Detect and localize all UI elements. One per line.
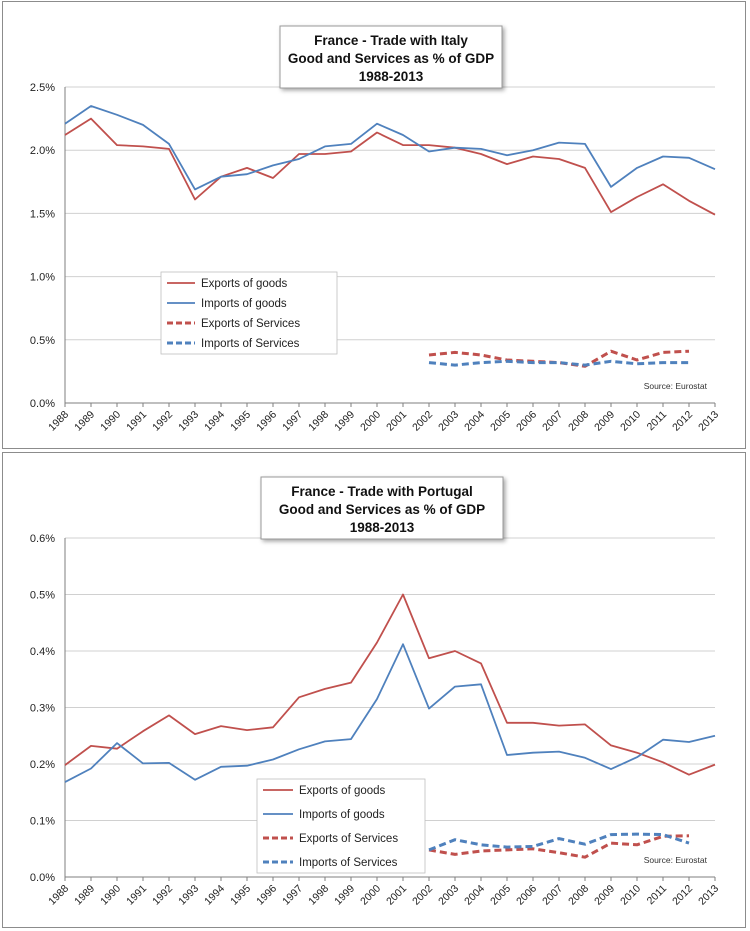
title-box [279,25,503,89]
x-tick-label: 2005 [488,883,513,908]
x-tick-label: 1989 [72,409,97,434]
legend-box [256,778,426,874]
series-line-imports-of-goods [64,105,716,191]
x-tick-label: 2008 [566,409,591,434]
x-tick-label: 2002 [410,409,435,434]
x-tick-label: 1996 [254,883,279,908]
x-tick-label: 1995 [228,409,253,434]
x-tick-label: 2004 [462,409,487,434]
y-tick-label: 0.4% [30,646,55,658]
series-line-exports-of-goods [64,117,716,216]
legend: Exports of goods Imports of goods Exports … [256,778,426,874]
x-tick-label: 2011 [645,883,670,908]
x-tick-label: 1994 [202,409,227,434]
x-tick-label: 2011 [645,409,670,434]
legend-box [160,271,338,355]
x-tick-label: 1999 [332,409,357,434]
x-tick-label: 1996 [254,409,279,434]
source-note: Source: Eurostat [644,381,708,391]
x-tick-label: 2010 [618,409,643,434]
x-tick-label: 2009 [592,883,617,908]
x-tick-label: 1989 [72,883,97,908]
y-tick-label: 0.0% [30,398,55,410]
x-tick-label: 2008 [566,883,591,908]
x-tick-label: 1992 [150,409,175,434]
legend-label: Exports of Services [201,318,300,330]
x-tick-label: 2003 [436,883,461,908]
y-tick-label: 0.6% [30,533,55,545]
y-tick-label: 1.0% [30,272,55,284]
legend-label: Imports of goods [201,298,287,310]
x-tick-label: 1993 [176,409,201,434]
series-line-imports-of-goods [64,643,716,783]
chart-title-line-2: Good and Services as % of GDP [279,502,485,517]
x-tick-label: 1988 [46,883,71,908]
x-tick-label: 2006 [514,883,539,908]
x-tick-label: 2006 [514,409,539,434]
x-tick-label: 1995 [228,883,253,908]
legend-label: Imports of Services [299,857,398,869]
title-box [260,476,504,540]
chart-title-line-2: Good and Services as % of GDP [288,51,494,66]
x-tick-label: 2001 [384,883,409,908]
x-tick-label: 2001 [384,409,409,434]
chart-italy: 0.0%0.5%1.0%1.5%2.0%2.5% 1988 1989 1990 199… [30,25,721,434]
x-tick-label: 2000 [358,409,383,434]
x-tick-label: 2007 [540,883,565,908]
chart-portugal: 0.0%0.1%0.2%0.3%0.4%0.5%0.6% 1988 1989 199… [30,476,721,908]
y-tick-label: 0.3% [30,703,55,715]
x-tick-label: 1998 [306,883,331,908]
legend-label: Imports of goods [299,809,385,821]
y-tick-label: 2.0% [30,145,55,157]
legend-label: Exports of Services [299,833,398,845]
x-tick-label: 1990 [98,883,123,908]
x-tick-label: 2007 [540,409,565,434]
chart-title-line-1: France - Trade with Italy [314,33,468,48]
source-note: Source: Eurostat [644,855,708,865]
legend-label: Imports of Services [201,338,300,350]
chart-title-line-1: France - Trade with Portugal [291,484,473,499]
y-tick-label: 0.5% [30,590,55,602]
x-tick-label: 2012 [670,409,695,434]
series-line-imports-of-services [428,359,689,367]
series-line-imports-of-services [428,832,690,852]
legend-label: Exports of goods [201,278,288,290]
y-tick-label: 0.0% [30,872,55,884]
x-tick-label: 1998 [306,409,331,434]
x-tick-label: 2012 [670,883,695,908]
x-tick-label: 2005 [488,409,513,434]
x-tick-label: 1997 [280,409,305,434]
x-tick-label: 2013 [696,883,721,908]
y-tick-label: 1.5% [30,208,55,220]
x-tick-label: 2004 [462,883,487,908]
chart-panel-portugal: 0.0% 0.1% 0.2% 0.3% 0.4% 0.5% 0.6% 1988 1989 199… [2,452,746,928]
x-tick-label: 1992 [150,883,175,908]
y-tick-label: 0.1% [30,816,55,828]
x-tick-label: 2002 [410,883,435,908]
x-tick-label: 1990 [98,409,123,434]
x-tick-label: 1993 [176,883,201,908]
chart-panel-italy: 0.0% 0.5% 1.0% 1.5% 2.0% 2.5% 1988 1989 1990 199… [2,1,746,449]
y-tick-label: 2.5% [30,82,55,94]
legend-label: Exports of goods [299,785,386,797]
x-tick-label: 1991 [124,409,149,434]
x-tick-label: 2003 [436,409,461,434]
chart-title-line-3: 1988-2013 [359,69,424,84]
x-tick-label: 1997 [280,883,305,908]
series-line-exports-of-services [428,349,690,368]
x-tick-label: 2010 [618,883,643,908]
x-tick-label: 1999 [332,883,357,908]
x-tick-label: 1988 [46,409,71,434]
x-tick-label: 1994 [202,883,227,908]
x-tick-label: 1991 [124,883,149,908]
x-tick-label: 2009 [592,409,617,434]
series-line-exports-of-services [428,834,690,859]
y-tick-label: 0.2% [30,759,55,771]
chart-title-line-3: 1988-2013 [350,520,415,535]
x-tick-label: 2000 [358,883,383,908]
series-line-exports-of-goods [64,593,716,776]
legend: Exports of goods Imports of goods Exports … [160,271,338,355]
x-tick-label: 2013 [696,409,721,434]
y-tick-label: 0.5% [30,335,55,347]
